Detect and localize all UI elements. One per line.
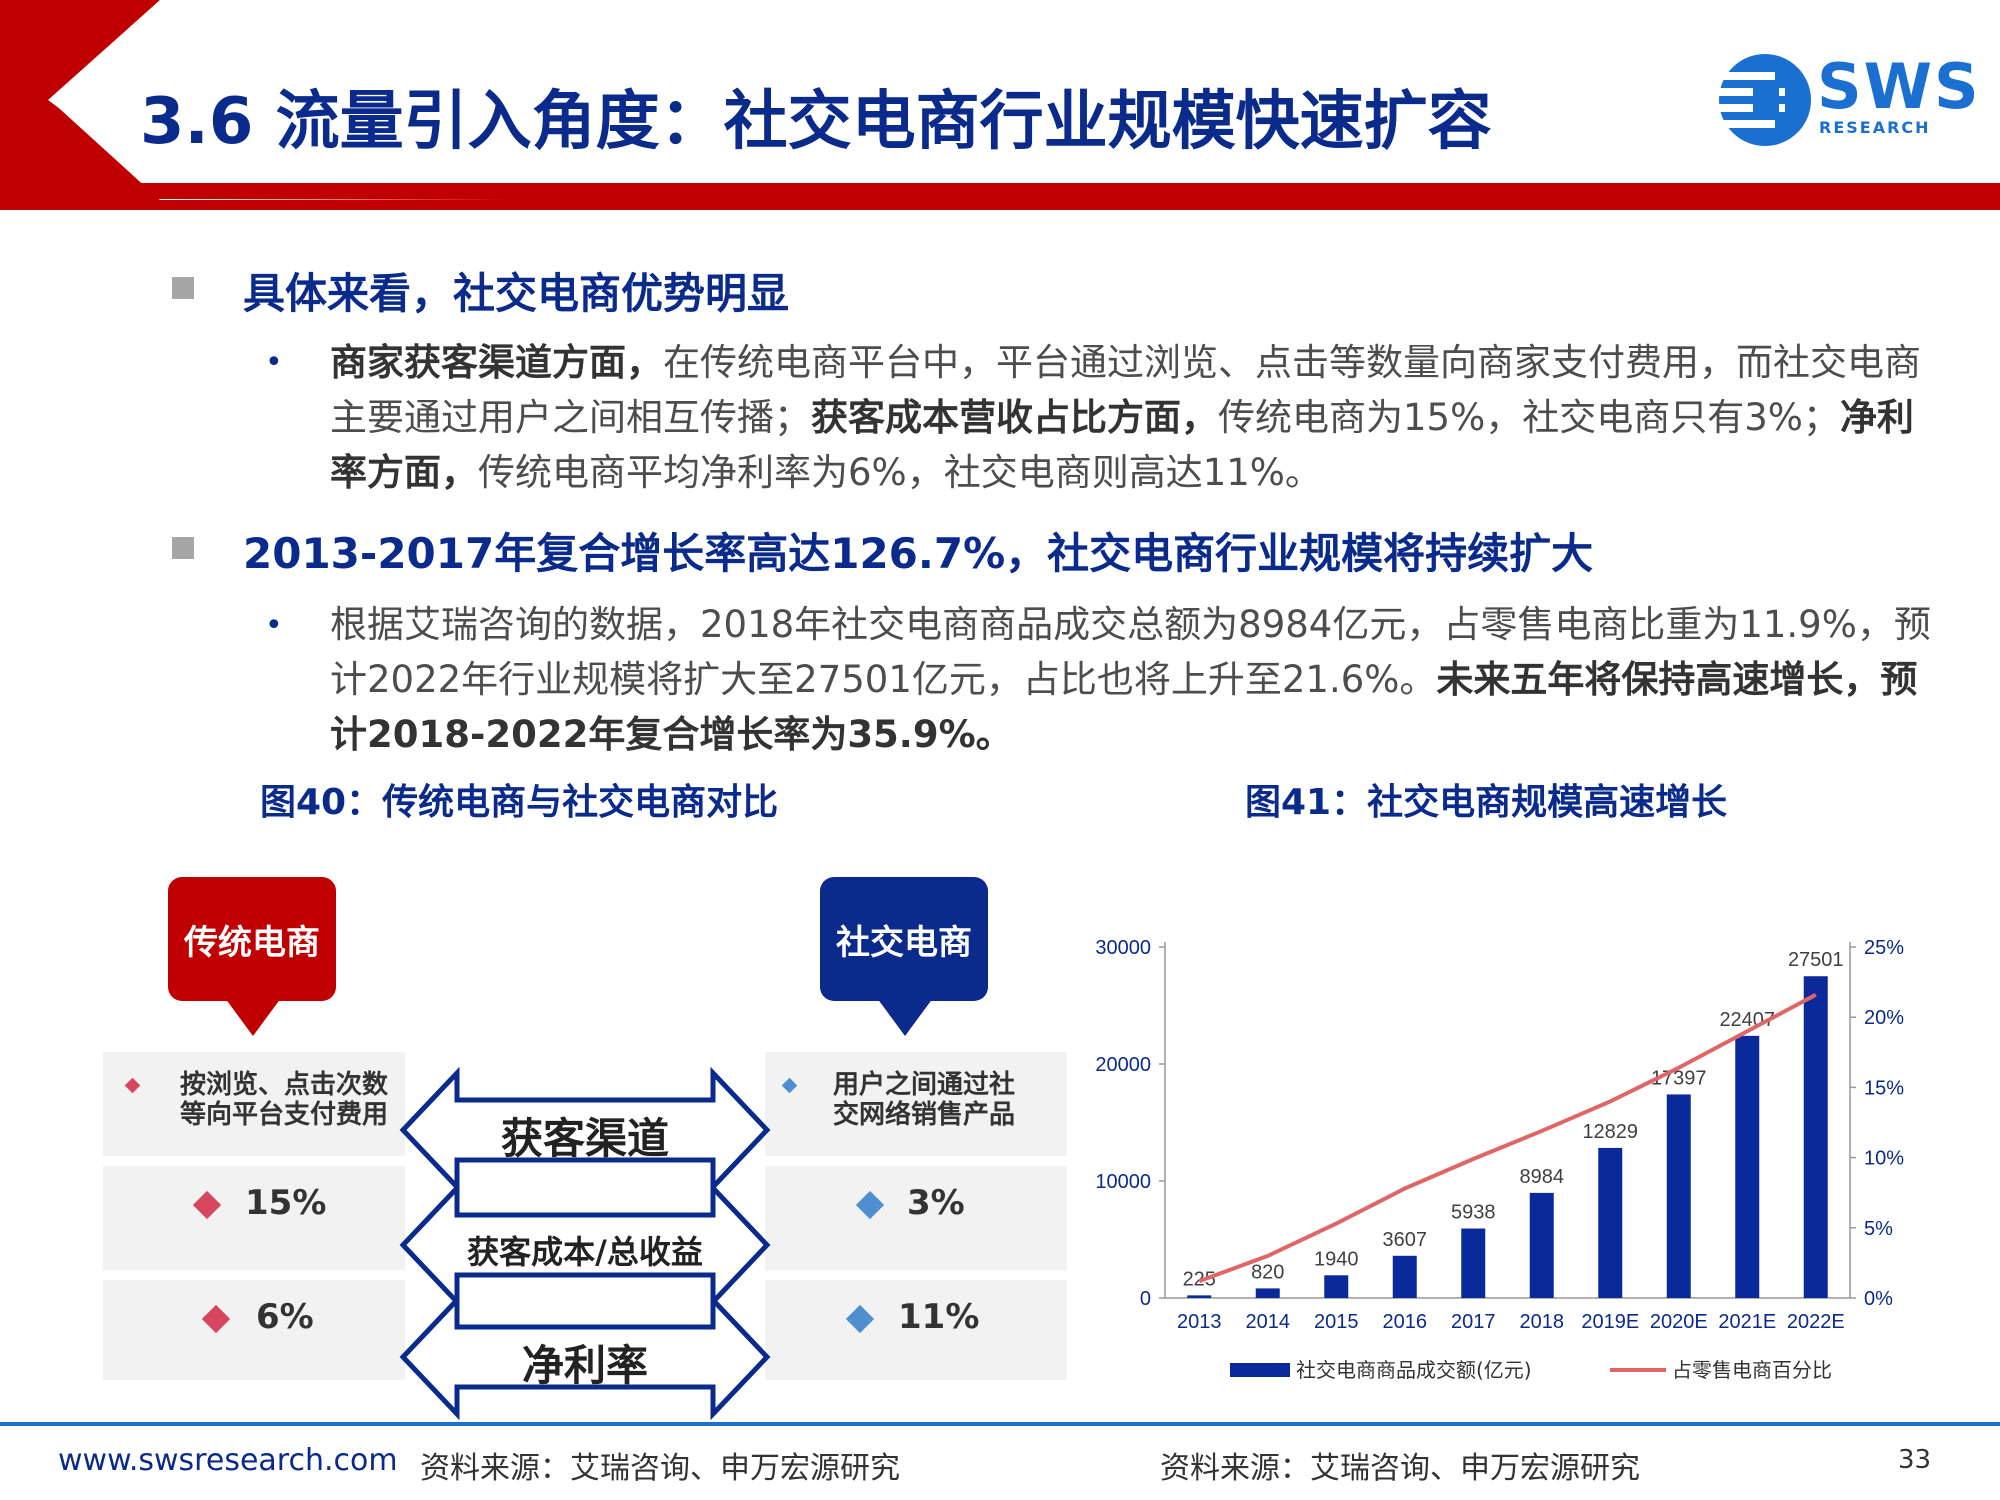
bar [1666, 1094, 1691, 1298]
arrow-label-margin: 净利率 [521, 1341, 648, 1390]
section2-heading: 2013-2017年复合增长率高达126.7%，社交电商行业规模将持续扩大 [243, 529, 1594, 578]
y-right-tick-label: 10% [1864, 1148, 1904, 1170]
bar [1735, 1035, 1760, 1298]
bar-data-label: 12829 [1582, 1121, 1638, 1143]
fig40-caption: 图40：传统电商与社交电商对比 [260, 782, 779, 823]
y-right-tick-label: 0% [1864, 1288, 1893, 1310]
traditional-cost-value: 15% [245, 1183, 327, 1223]
double-arrows [399, 1066, 771, 1421]
legend-bar-label: 社交电商商品成交额(亿元) [1296, 1358, 1532, 1382]
arrow-label-cost: 获客成本/总收益 [467, 1233, 703, 1271]
bar-data-label: 8984 [1520, 1166, 1565, 1188]
x-tick-label: 2020E [1650, 1311, 1708, 1333]
legend-line-label: 占零售电商百分比 [1672, 1358, 1832, 1382]
traditional-channel-text: 按浏览、点击次数 等向平台支付费用 [180, 1070, 389, 1130]
bar [1529, 1192, 1554, 1298]
footer-url[interactable]: www.swsresearch.com [58, 1443, 398, 1478]
y-left-tick-label: 0 [1140, 1288, 1151, 1310]
bar [1255, 1288, 1280, 1298]
x-tick-label: 2018 [1520, 1311, 1565, 1333]
social-margin-value: 11% [898, 1297, 980, 1337]
social-channel-cell [765, 1052, 1067, 1156]
sws-logo: SWS RESEARCH [1715, 50, 1979, 150]
social-channel-text: 用户之间通过社 交网络销售产品 [833, 1070, 1016, 1130]
traditional-ecommerce-label: 传统电商 [168, 877, 336, 1001]
social-ecommerce-label: 社交电商 [820, 877, 988, 1001]
social-cost-value: 3% [907, 1183, 965, 1223]
bar [1187, 1295, 1212, 1298]
section2-paragraph: 根据艾瑞咨询的数据，2018年社交电商商品成交总额为8984亿元，占零售电商比重… [330, 603, 1931, 756]
section1-paragraph: 商家获客渠道方面，在传统电商平台中，平台通过浏览、点击等数量向商家支付费用，而社… [330, 341, 1921, 494]
footer-divider [0, 1422, 2000, 1426]
bar-data-label: 3607 [1383, 1229, 1428, 1251]
x-tick-label: 2021E [1718, 1311, 1776, 1333]
traditional-margin-value: 6% [256, 1297, 314, 1337]
x-tick-label: 2019E [1581, 1311, 1639, 1333]
y-left-tick-label: 30000 [1095, 937, 1151, 959]
traditional-channel-cell [103, 1052, 405, 1156]
bullet-dot: • [265, 608, 283, 643]
header-red-bar [0, 183, 2000, 199]
blue-pointer [877, 998, 933, 1036]
bullet-dot: • [265, 345, 283, 380]
y-right-tick-label: 15% [1864, 1077, 1904, 1099]
y-right-tick-label: 20% [1864, 1007, 1904, 1029]
x-tick-label: 2016 [1383, 1311, 1428, 1333]
social-ecommerce-chart: 01000020000300000%5%10%15%20%25%22520138… [1095, 937, 1904, 1382]
footer-source-left: 资料来源：艾瑞咨询、申万宏源研究 [420, 1451, 900, 1486]
y-left-tick-label: 10000 [1095, 1171, 1151, 1193]
social-cost-cell [765, 1166, 1067, 1270]
logo-subtext: RESEARCH [1819, 118, 1931, 137]
red-pointer [225, 998, 281, 1036]
bar-data-label: 27501 [1788, 949, 1844, 971]
x-tick-label: 2017 [1451, 1311, 1496, 1333]
logo-text: SWS [1817, 50, 1981, 123]
bar [1324, 1275, 1349, 1298]
bar [1461, 1228, 1486, 1298]
arrow-label-channel: 获客渠道 [500, 1114, 669, 1163]
bar-data-label: 820 [1251, 1261, 1284, 1283]
x-tick-label: 2015 [1314, 1311, 1359, 1333]
percentage-line [1198, 992, 1817, 1284]
y-left-tick-label: 20000 [1095, 1054, 1151, 1076]
x-tick-label: 2014 [1246, 1311, 1291, 1333]
bullet-square [172, 277, 194, 299]
bar-data-label: 5938 [1451, 1202, 1496, 1224]
header-decoration [0, 0, 2000, 210]
page-title: 3.6 流量引入角度：社交电商行业规模快速扩容 [140, 85, 1492, 159]
legend-bar-swatch [1230, 1363, 1290, 1377]
bar [1392, 1255, 1417, 1298]
x-tick-label: 2013 [1177, 1311, 1222, 1333]
page-number: 33 [1898, 1445, 1932, 1475]
traditional-cost-cell [103, 1166, 405, 1270]
fig41-caption: 图41：社交电商规模高速增长 [1245, 782, 1728, 823]
x-tick-label: 2022E [1787, 1311, 1845, 1333]
bullet-square [172, 537, 194, 559]
social-margin-cell [765, 1280, 1067, 1380]
section1-heading: 具体来看，社交电商优势明显 [243, 269, 790, 318]
footer-source-right: 资料来源：艾瑞咨询、申万宏源研究 [1160, 1451, 1640, 1486]
bar [1598, 1147, 1623, 1298]
logo-globe-icon [1715, 54, 1811, 146]
bar-data-label: 1940 [1314, 1248, 1359, 1270]
bar [1803, 976, 1828, 1298]
y-right-tick-label: 5% [1864, 1218, 1893, 1240]
y-right-tick-label: 25% [1864, 937, 1904, 959]
traditional-margin-cell [103, 1280, 405, 1380]
